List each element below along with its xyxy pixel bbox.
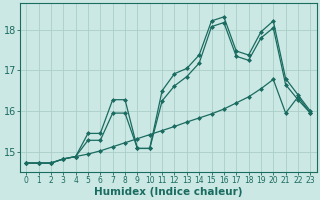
X-axis label: Humidex (Indice chaleur): Humidex (Indice chaleur) <box>94 187 243 197</box>
